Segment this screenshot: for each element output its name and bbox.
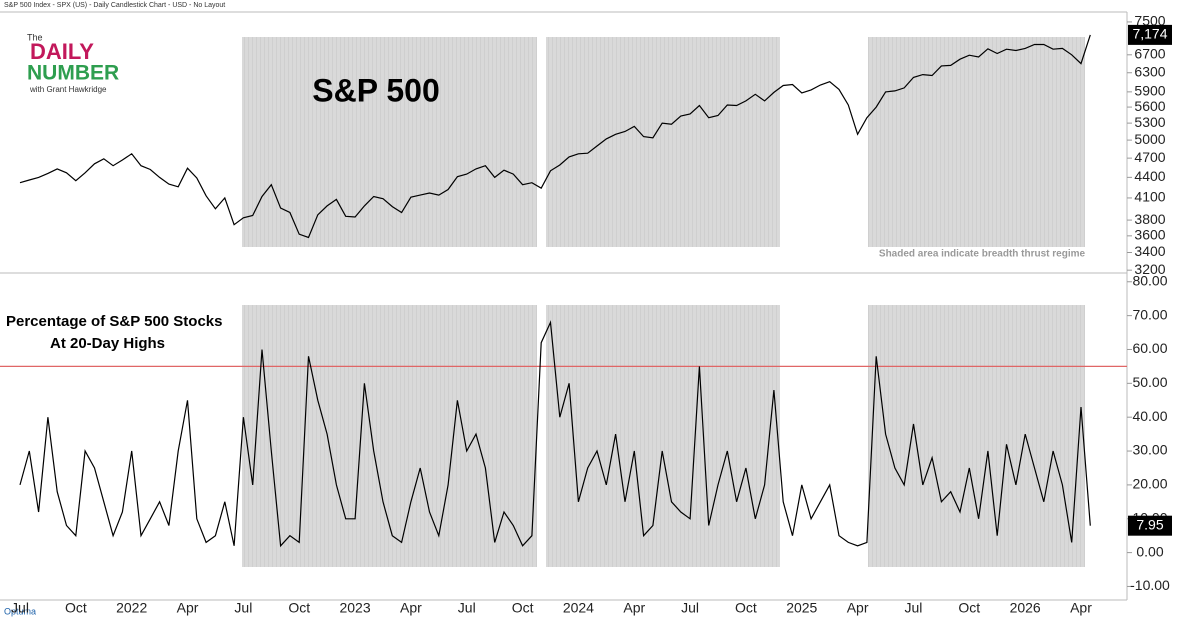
x-tick-label: 2024: [563, 600, 594, 616]
panel-title: Percentage of S&P 500 Stocks At 20-Day Hi…: [6, 313, 223, 352]
y-tick-label: 40.00: [1132, 408, 1167, 424]
series-line: [19, 320, 1091, 548]
x-tick-label: Apr: [400, 600, 422, 616]
y-tick-label: 70.00: [1132, 306, 1167, 322]
logo-byline: with Grant Hawkridge: [29, 85, 107, 94]
x-tick-label: Oct: [735, 600, 757, 616]
logo-daily: DAILY: [30, 39, 94, 64]
x-tick-label: Oct: [512, 600, 534, 616]
series-line: [19, 34, 1091, 239]
y-tick-label: 50.00: [1132, 374, 1167, 390]
y-tick-label: 3600: [1134, 227, 1165, 243]
annotation: Shaded area indicate breadth thrust regi…: [879, 249, 1086, 260]
x-tick-label: 2022: [116, 600, 147, 616]
header: S&P 500 Index - SPX (US) - Daily Candles…: [4, 2, 225, 9]
y-tick-label: -10.00: [1130, 577, 1170, 593]
y-tick-label: 5900: [1134, 83, 1165, 99]
y-tick-label: 60.00: [1132, 340, 1167, 356]
y-tick-label: 5300: [1134, 114, 1165, 130]
y-tick-label: 3400: [1134, 243, 1165, 259]
x-tick-label: Apr: [623, 600, 645, 616]
y-tick-label: 0.00: [1136, 543, 1163, 559]
x-tick-label: Oct: [65, 600, 87, 616]
x-tick-label: Jul: [458, 600, 476, 616]
y-tick-label: 6700: [1134, 46, 1165, 62]
last-value-label: 7.95: [1136, 516, 1163, 532]
y-tick-label: 4400: [1134, 168, 1165, 184]
x-tick-label: Jul: [234, 600, 252, 616]
y-tick-label: 5000: [1134, 131, 1165, 147]
shaded-regimes: [242, 37, 1085, 567]
chart-title: S&P 500: [312, 72, 440, 108]
x-tick-label: Jul: [681, 600, 699, 616]
y-tick-label: 5600: [1134, 98, 1165, 114]
y-tick-label: 20.00: [1132, 476, 1167, 492]
x-tick-label: Apr: [847, 600, 869, 616]
x-tick-label: 2023: [339, 600, 370, 616]
y-tick-label: 3800: [1134, 211, 1165, 227]
x-tick-label: 2025: [786, 600, 817, 616]
footer: Optuma: [4, 606, 36, 616]
y-tick-label: 4100: [1134, 189, 1165, 205]
last-value-badge: [1128, 515, 1172, 536]
y-tick-label: 6300: [1134, 63, 1165, 79]
x-tick-label: Jul: [905, 600, 923, 616]
logo: The DAILY NUMBER with Grant Hawkridge: [27, 32, 119, 94]
x-tick-label: Jul: [11, 600, 29, 616]
x-tick-label: Apr: [177, 600, 199, 616]
y-tick-label: 7500: [1134, 13, 1165, 29]
last-value-label: 7,174: [1132, 26, 1167, 42]
y-tick-label: 4700: [1134, 149, 1165, 165]
y-tick-label: 80.00: [1132, 272, 1167, 288]
logo-the: The: [27, 32, 43, 42]
x-tick-label: Apr: [1070, 600, 1092, 616]
logo-number: NUMBER: [27, 62, 119, 85]
y-tick-label: 3200: [1134, 261, 1165, 277]
last-value-badge: [1128, 24, 1172, 45]
y-tick-label: 30.00: [1132, 442, 1167, 458]
x-tick-label: Oct: [288, 600, 310, 616]
x-tick-label: Oct: [958, 600, 980, 616]
x-tick-label: 2026: [1010, 600, 1041, 616]
